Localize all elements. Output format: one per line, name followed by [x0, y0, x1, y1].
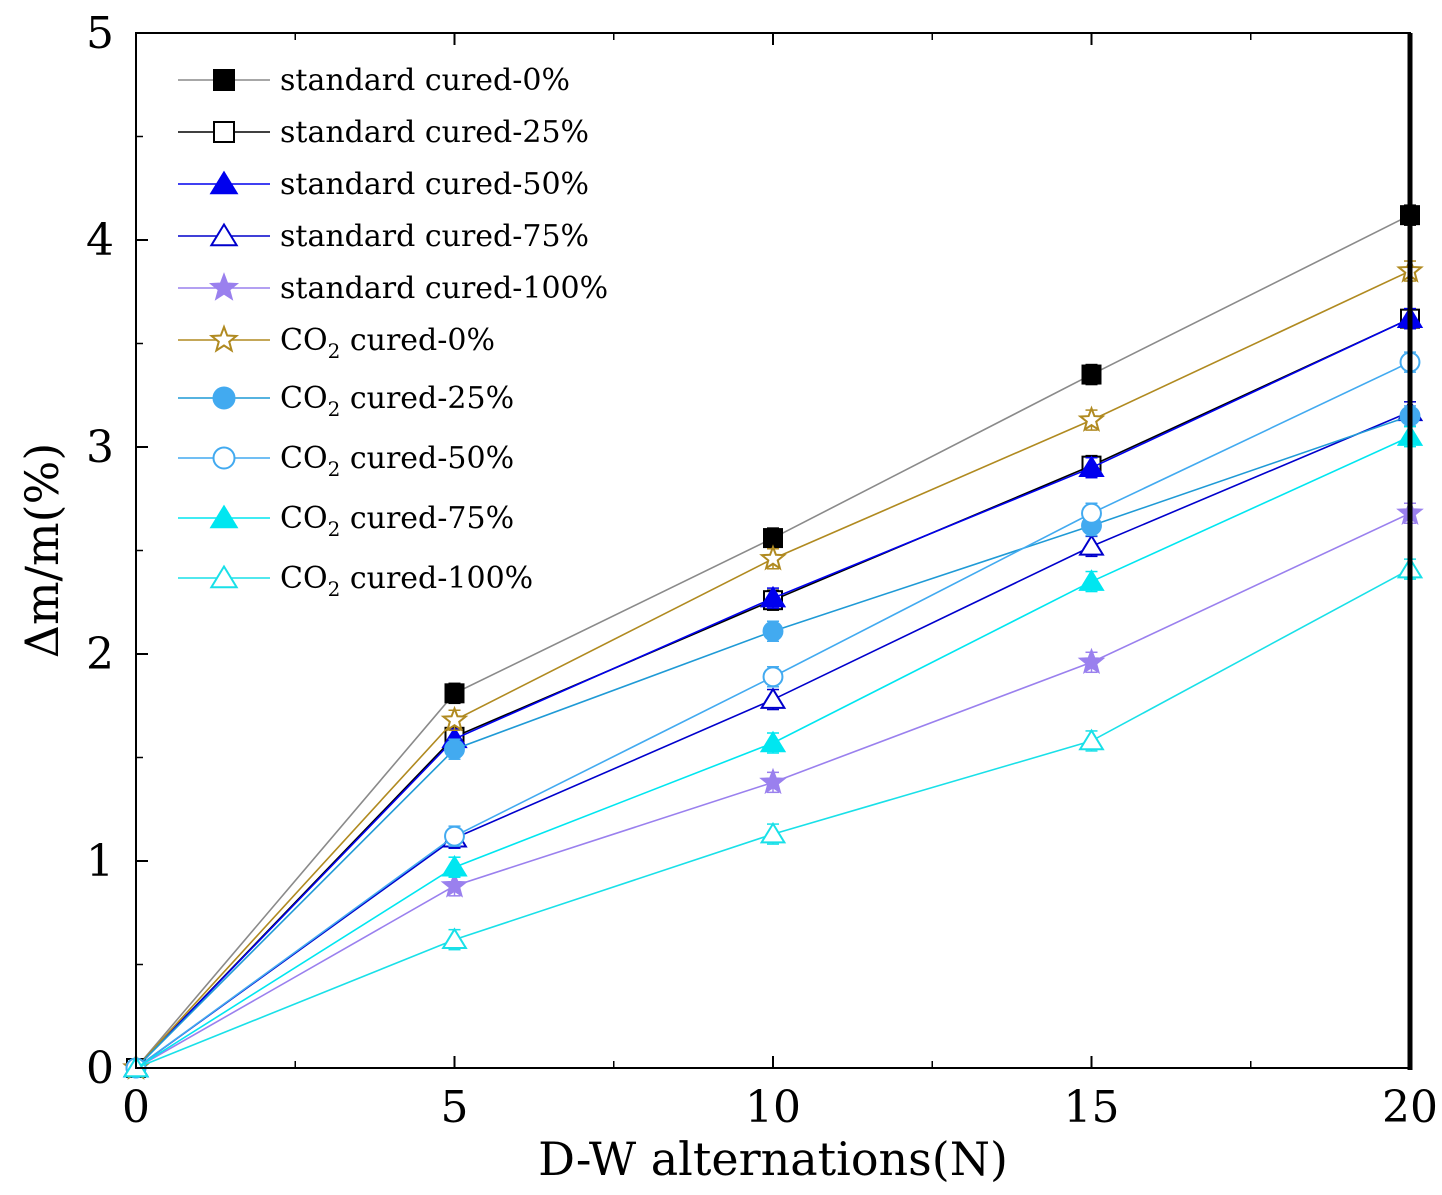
legend-label-main: CO — [280, 323, 328, 358]
legend-label-rest: cured-100% — [340, 561, 533, 596]
data-point — [1078, 455, 1105, 477]
legend-marker — [212, 446, 236, 470]
x-tick-label: 5 — [441, 1082, 469, 1133]
data-point — [759, 730, 787, 753]
data-point — [759, 687, 787, 709]
series-7 — [125, 351, 1421, 1079]
y-tick-label: 1 — [86, 836, 114, 887]
legend-label: standard cured-100% — [280, 271, 608, 306]
x-tick-label: 20 — [1382, 1082, 1438, 1133]
legend-label-main: CO — [280, 441, 328, 476]
data-point — [1078, 534, 1105, 556]
legend-label-subscript: 2 — [328, 577, 341, 601]
legend-marker — [213, 121, 235, 143]
legend-label-main: CO — [280, 381, 328, 416]
legend-marker — [209, 170, 239, 195]
data-point — [441, 927, 468, 949]
data-point — [1078, 728, 1105, 751]
legend-item: CO2 cured-75% — [178, 501, 514, 541]
x-tick-label: 15 — [1064, 1082, 1120, 1133]
legend-label-rest: cured-75% — [340, 501, 514, 536]
data-point — [762, 666, 784, 688]
data-point — [1078, 569, 1105, 591]
data-point — [1077, 405, 1106, 432]
data-point — [1077, 647, 1106, 675]
y-tick-label: 3 — [86, 422, 114, 473]
legend-label: standard cured-50% — [280, 167, 589, 202]
legend-label-rest: cured-0% — [340, 323, 495, 358]
data-point — [444, 738, 465, 760]
legend-item: CO2 cured-25% — [178, 381, 514, 421]
series-9 — [122, 556, 1424, 1078]
legend-label: CO2 cured-25% — [280, 381, 514, 421]
data-point — [440, 871, 469, 898]
legend-marker — [212, 386, 236, 410]
series-line — [135, 568, 1411, 1069]
data-point — [759, 544, 787, 571]
legend-label-main: standard cured-75% — [280, 219, 589, 254]
legend-item: CO2 cured-100% — [178, 561, 533, 601]
legend-label-rest: cured-50% — [340, 441, 514, 476]
legend-label-main: CO — [280, 501, 328, 536]
legend-marker — [209, 564, 239, 589]
legend-item: standard cured-100% — [178, 271, 608, 306]
y-axis-title: Δm/m(%) — [15, 443, 69, 659]
legend: standard cured-0% standard cured-25% stand… — [178, 63, 608, 601]
data-point — [444, 683, 465, 704]
legend-label: standard cured-75% — [280, 219, 589, 254]
legend-item: standard cured-0% — [178, 63, 570, 98]
x-axis-title: D-W alternations(N) — [538, 1132, 1008, 1186]
legend-marker — [213, 69, 235, 91]
legend-item: standard cured-50% — [178, 167, 589, 202]
data-point — [759, 585, 787, 608]
axes: 0 5 10 15 20 0 1 2 3 4 5 — [86, 8, 1438, 1133]
data-point — [444, 825, 465, 847]
legend-label-main: standard cured-0% — [280, 63, 570, 98]
y-tick-label: 2 — [86, 629, 114, 680]
legend-label-subscript: 2 — [328, 397, 341, 421]
data-point — [440, 705, 469, 732]
legend-marker — [208, 272, 240, 301]
legend-item: CO2 cured-0% — [178, 323, 495, 363]
legend-marker — [209, 504, 239, 529]
legend-label-subscript: 2 — [328, 517, 341, 541]
legend-item: standard cured-25% — [178, 115, 589, 150]
legend-label-subscript: 2 — [328, 457, 341, 481]
legend-label-main: standard cured-25% — [280, 115, 589, 150]
legend-label: CO2 cured-75% — [280, 501, 514, 541]
legend-marker — [209, 222, 239, 247]
legend-label-main: standard cured-50% — [280, 167, 589, 202]
legend-item: CO2 cured-50% — [178, 441, 514, 481]
x-tick-label: 0 — [122, 1082, 150, 1133]
legend-label: standard cured-25% — [280, 115, 589, 150]
x-tick-label: 10 — [745, 1082, 801, 1133]
legend-label: CO2 cured-0% — [280, 323, 495, 363]
legend-label-main: standard cured-100% — [280, 271, 608, 306]
data-point — [759, 767, 787, 795]
data-point — [762, 620, 784, 642]
legend-label-rest: cured-25% — [340, 381, 514, 416]
legend-label: CO2 cured-100% — [280, 561, 533, 601]
legend-item: standard cured-75% — [178, 219, 589, 254]
legend-label: standard cured-0% — [280, 63, 570, 98]
data-point — [1081, 364, 1102, 385]
y-tick-label: 5 — [86, 8, 114, 59]
legend-marker — [208, 324, 240, 353]
data-point — [441, 854, 468, 877]
y-tick-label: 0 — [86, 1043, 114, 1094]
legend-label: CO2 cured-50% — [280, 441, 514, 481]
legend-label-subscript: 2 — [328, 339, 341, 363]
data-point — [759, 821, 787, 844]
data-point — [1081, 502, 1102, 524]
y-tick-label: 4 — [86, 215, 114, 266]
legend-label-main: CO — [280, 561, 328, 596]
